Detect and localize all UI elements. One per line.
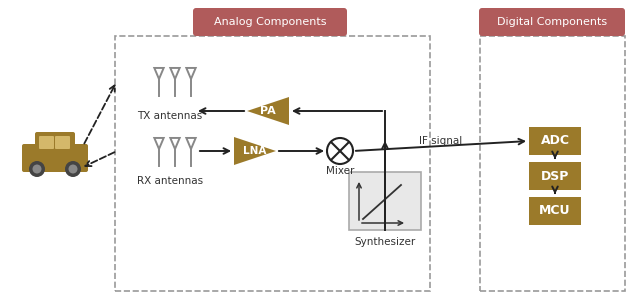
Bar (115, 36, 430, 291)
FancyBboxPatch shape (22, 144, 88, 172)
Text: Mixer: Mixer (326, 166, 354, 176)
Text: RX antennas: RX antennas (137, 176, 203, 186)
Circle shape (68, 165, 77, 174)
FancyBboxPatch shape (349, 172, 421, 230)
FancyBboxPatch shape (35, 132, 75, 152)
Polygon shape (247, 97, 289, 125)
Text: PA: PA (260, 106, 276, 116)
Circle shape (65, 161, 81, 177)
FancyBboxPatch shape (193, 8, 347, 36)
Text: LNA: LNA (243, 146, 267, 156)
Text: Digital Components: Digital Components (497, 17, 607, 27)
Text: TX antennas: TX antennas (138, 111, 203, 121)
Circle shape (29, 161, 45, 177)
Text: DSP: DSP (541, 170, 569, 182)
FancyBboxPatch shape (529, 127, 581, 155)
Bar (480, 36, 625, 291)
FancyBboxPatch shape (55, 136, 70, 149)
FancyBboxPatch shape (39, 136, 54, 149)
FancyBboxPatch shape (529, 197, 581, 225)
FancyBboxPatch shape (529, 162, 581, 190)
Text: ADC: ADC (541, 135, 570, 147)
FancyBboxPatch shape (479, 8, 625, 36)
Text: Synthesizer: Synthesizer (355, 237, 415, 247)
Circle shape (33, 165, 42, 174)
Text: IF signal: IF signal (419, 136, 463, 146)
Text: Analog Components: Analog Components (214, 17, 326, 27)
Text: MCU: MCU (540, 204, 571, 218)
Polygon shape (234, 137, 276, 165)
